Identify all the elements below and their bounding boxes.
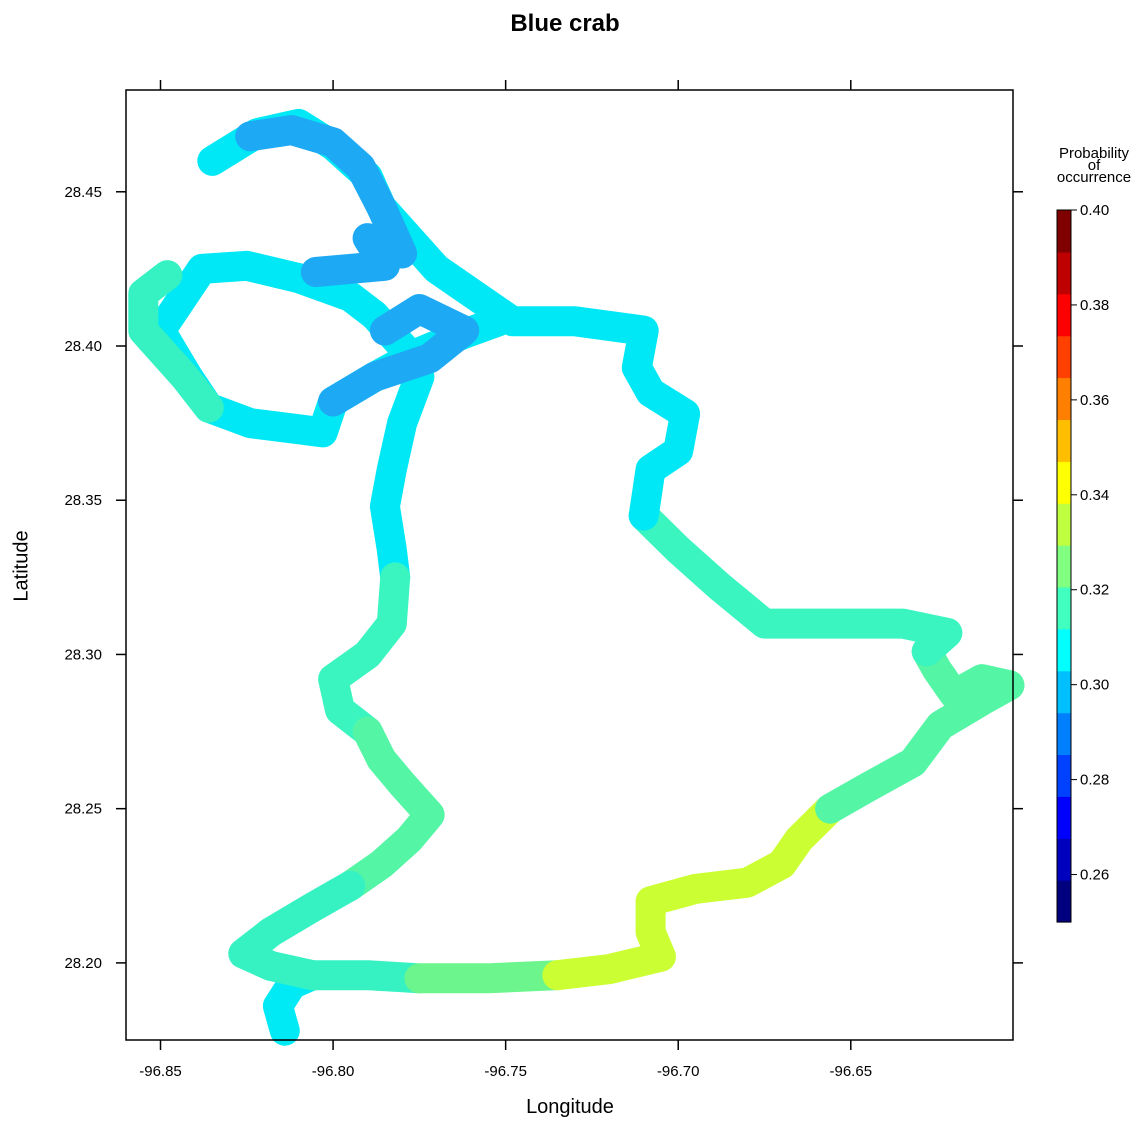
y-tick-label: 28.45 <box>64 184 102 201</box>
colorbar-tick-label: 0.30 <box>1080 677 1109 694</box>
heatmap-segment-12 <box>318 294 480 417</box>
colorbar-band <box>1057 586 1071 630</box>
x-axis-label: Longitude <box>526 1096 614 1118</box>
colorbar-title-line-3: occurrence <box>1056 169 1132 186</box>
colorbar-band <box>1057 461 1071 504</box>
colorbar-tick-label: 0.38 <box>1080 297 1109 314</box>
heatmap-segment-5 <box>628 500 963 667</box>
heatmap-segment-13 <box>235 115 418 269</box>
colorbar-tick-label: 0.36 <box>1080 392 1109 409</box>
colorbar-band <box>1057 628 1071 672</box>
colorbar-band <box>1057 545 1071 588</box>
y-tick-label: 28.40 <box>64 338 102 355</box>
x-tick-label: -96.85 <box>139 1063 182 1080</box>
colorbar-band <box>1057 251 1071 295</box>
colorbar-band <box>1057 210 1071 253</box>
x-tick-label: -96.65 <box>830 1063 873 1080</box>
heatmap-segment-11 <box>228 870 366 991</box>
x-tick-label: -96.70 <box>657 1063 700 1080</box>
colorbar-band <box>1057 712 1071 756</box>
colorbar-band <box>1057 670 1071 714</box>
heatmap-segment-10 <box>335 716 445 901</box>
y-tick-label: 28.30 <box>64 646 102 663</box>
heatmap-segment-2 <box>404 960 573 994</box>
chart-title: Blue crab <box>510 10 620 37</box>
colorbar-tick-label: 0.26 <box>1080 867 1109 884</box>
heatmap-segment-8 <box>128 260 224 423</box>
heatmap-layer <box>128 108 1025 1046</box>
colorbar-title-line-1: Probability <box>1058 145 1130 162</box>
y-tick-label: 28.35 <box>64 492 102 509</box>
x-tick-label: -96.80 <box>312 1063 355 1080</box>
colorbar-band <box>1057 796 1071 839</box>
colorbar-band <box>1057 754 1071 797</box>
colorbar-tick-label: 0.40 <box>1080 202 1109 219</box>
y-tick-label: 28.20 <box>64 955 102 972</box>
colorbar-title: Probability of occurrence <box>1040 145 1148 186</box>
colorbar-band <box>1057 335 1071 379</box>
colorbar-title-line-2: of <box>1087 157 1101 174</box>
plot-frame <box>125 89 1014 1041</box>
y-tick-label: 28.25 <box>64 801 102 818</box>
colorbar-band <box>1057 838 1071 881</box>
colorbar-tick-label: 0.32 <box>1080 582 1109 599</box>
colorbar-band <box>1057 880 1071 923</box>
x-tick-label: -96.75 <box>484 1063 527 1080</box>
colorbar-band <box>1057 377 1071 421</box>
colorbar-band <box>1057 293 1071 337</box>
colorbar-tick-label: 0.28 <box>1080 772 1109 789</box>
y-axis-label: Latitude <box>10 530 33 602</box>
colorbar-tick-label: 0.34 <box>1080 487 1109 504</box>
colorbar-band <box>1057 419 1071 462</box>
heatmap-segment-9 <box>318 562 411 747</box>
heatmap-segment-1 <box>297 960 435 994</box>
colorbar-frame <box>1056 209 1072 923</box>
colorbar-band <box>1057 503 1071 546</box>
heatmap-segment-3 <box>542 793 846 991</box>
heatmap-segment-14 <box>300 223 400 287</box>
heatmap-segment-4 <box>815 636 1025 824</box>
